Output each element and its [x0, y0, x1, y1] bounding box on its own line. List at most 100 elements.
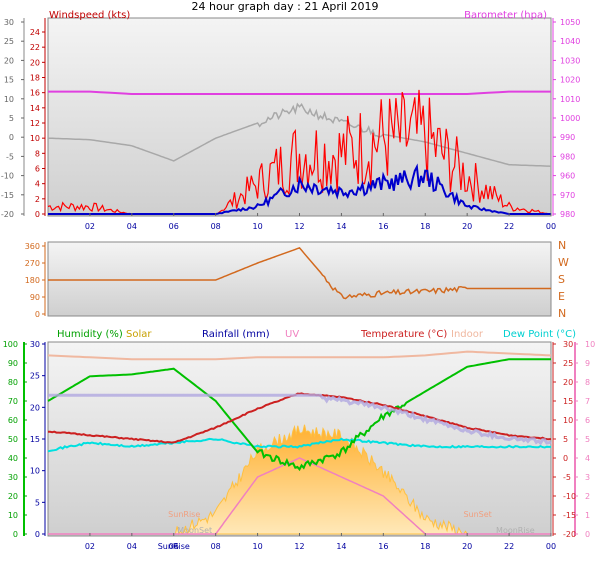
tick-label: 10: [563, 416, 573, 425]
tick-label: S: [558, 273, 565, 286]
tick-label: 15: [563, 397, 573, 406]
tick-label: 20: [563, 378, 573, 387]
x-tick-label: 06: [169, 222, 179, 231]
x-tick-label: 16: [378, 222, 388, 231]
x-tick-label: 10: [252, 222, 262, 231]
tick-label: 0: [563, 454, 568, 463]
tick-label: 50: [8, 435, 18, 444]
outer-ticks: -20 -15 -10 -5 0 5 10 15 20 25 30: [1, 18, 24, 219]
tick-label: 25: [30, 372, 40, 381]
x-tick-label: 04: [127, 542, 137, 551]
tick-label: -5: [6, 152, 14, 161]
temp-ticks: -20 -15 -10 -5 0 5 10 15 20 25 30: [553, 340, 576, 539]
tick-label: 360: [25, 242, 40, 251]
x-tick-label: 14: [336, 542, 346, 551]
tick-label: 10: [30, 467, 40, 476]
tick-label: 30: [4, 18, 14, 27]
tick-label: 25: [4, 37, 14, 46]
astro-marker-label: MoonRise: [496, 526, 535, 535]
rain-ticks: 0 5 10 15 20 25 30: [30, 340, 45, 539]
tick-label: 3: [585, 473, 590, 482]
baro-ticks: 980 970 960 980 990 1000 1010 1020 1030 1040 1050: [553, 18, 580, 219]
tick-label: 970: [560, 191, 575, 200]
tick-label: 30: [30, 340, 40, 349]
tick-label: 90: [8, 359, 18, 368]
indoor-temp-line: [47, 350, 552, 361]
x-tick-label: 04: [127, 222, 137, 231]
humidity-label: Humidity (%): [57, 329, 123, 340]
tick-label: 5: [9, 114, 14, 123]
tick-label: 180: [25, 276, 40, 285]
tick-label: 10: [30, 134, 40, 143]
tick-label: 20: [30, 58, 40, 67]
tick-label: -20: [1, 210, 14, 219]
astro-markers: SunRise SunSet MoonRise MoonSet SunRise: [158, 510, 535, 551]
tick-label: N: [558, 307, 566, 320]
tick-label: -20: [563, 530, 576, 539]
astro-marker-label: MoonSet: [177, 526, 212, 535]
direction-plot-area: [47, 241, 552, 317]
tick-label: 12: [30, 119, 40, 128]
tick-label: 2: [35, 195, 40, 204]
barometer-line: [48, 90, 551, 95]
astro-marker-label: SunSet: [463, 510, 491, 519]
tick-label: -10: [1, 172, 14, 181]
tick-label: 80: [8, 378, 18, 387]
tick-label: 1020: [560, 76, 580, 85]
wind-plot-area: [47, 17, 552, 217]
tick-label: 960: [560, 172, 575, 181]
indoor-pressure-line: [48, 102, 552, 167]
tick-label: -10: [563, 492, 576, 501]
tick-label: 14: [30, 104, 40, 113]
barometer-label: Barometer (hpa): [464, 10, 547, 21]
x-tick-label: 12: [294, 222, 304, 231]
tick-label: W: [558, 256, 569, 269]
tick-label: 60: [8, 416, 18, 425]
astro-marker-label: SunRise: [168, 510, 200, 519]
tick-label: 0: [13, 530, 18, 539]
tick-label: 20: [30, 403, 40, 412]
x-tick-label: 22: [504, 542, 514, 551]
tick-label: 40: [8, 454, 18, 463]
astro-marker-label: SunRise: [158, 542, 190, 551]
tick-label: 6: [585, 416, 590, 425]
tick-label: 5: [585, 435, 590, 444]
x-tick-label: 12: [294, 542, 304, 551]
tick-label: E: [558, 290, 565, 303]
tick-label: 16: [30, 89, 40, 98]
tick-label: N: [558, 239, 566, 252]
solar-label: Solar: [126, 329, 152, 340]
x-tick-label: 08: [211, 542, 221, 551]
x-ticks-wind: 02 04 06 08 10 12 14 16 18 20 22 00: [85, 213, 556, 231]
tick-label: 20: [8, 492, 18, 501]
dewpoint-line: [47, 437, 551, 453]
tick-label: 8: [35, 149, 40, 158]
chart-title: 24 hour graph day : 21 April 2019: [192, 0, 379, 13]
tick-label: 18: [30, 74, 40, 83]
tick-label: 990: [560, 133, 575, 142]
tick-label: 90: [30, 293, 40, 302]
tick-label: 15: [4, 76, 14, 85]
direction-ticks: 0 90 180 270 360: [25, 242, 45, 319]
x-ticks-temp: 02 04 06 08 10 12 14 16 18 20 22 00: [85, 533, 556, 551]
x-tick-label: 20: [462, 222, 472, 231]
tick-label: 30: [8, 473, 18, 482]
tick-label: 10: [4, 95, 14, 104]
tick-label: 1010: [560, 95, 580, 104]
tick-label: 270: [25, 259, 40, 268]
tick-label: 2: [585, 492, 590, 501]
tick-label: -5: [563, 473, 571, 482]
windspeed-label: Windspeed (kts): [49, 10, 130, 21]
tick-label: 70: [8, 397, 18, 406]
tick-label: 6: [35, 165, 40, 174]
tick-label: 100: [3, 340, 18, 349]
x-tick-label: 00: [546, 542, 556, 551]
x-tick-label: 08: [211, 222, 221, 231]
rainfall-label: Rainfall (mm): [202, 329, 270, 340]
tick-label: 25: [563, 359, 573, 368]
x-tick-label: 06: [169, 542, 179, 551]
tick-label: 4: [35, 180, 40, 189]
